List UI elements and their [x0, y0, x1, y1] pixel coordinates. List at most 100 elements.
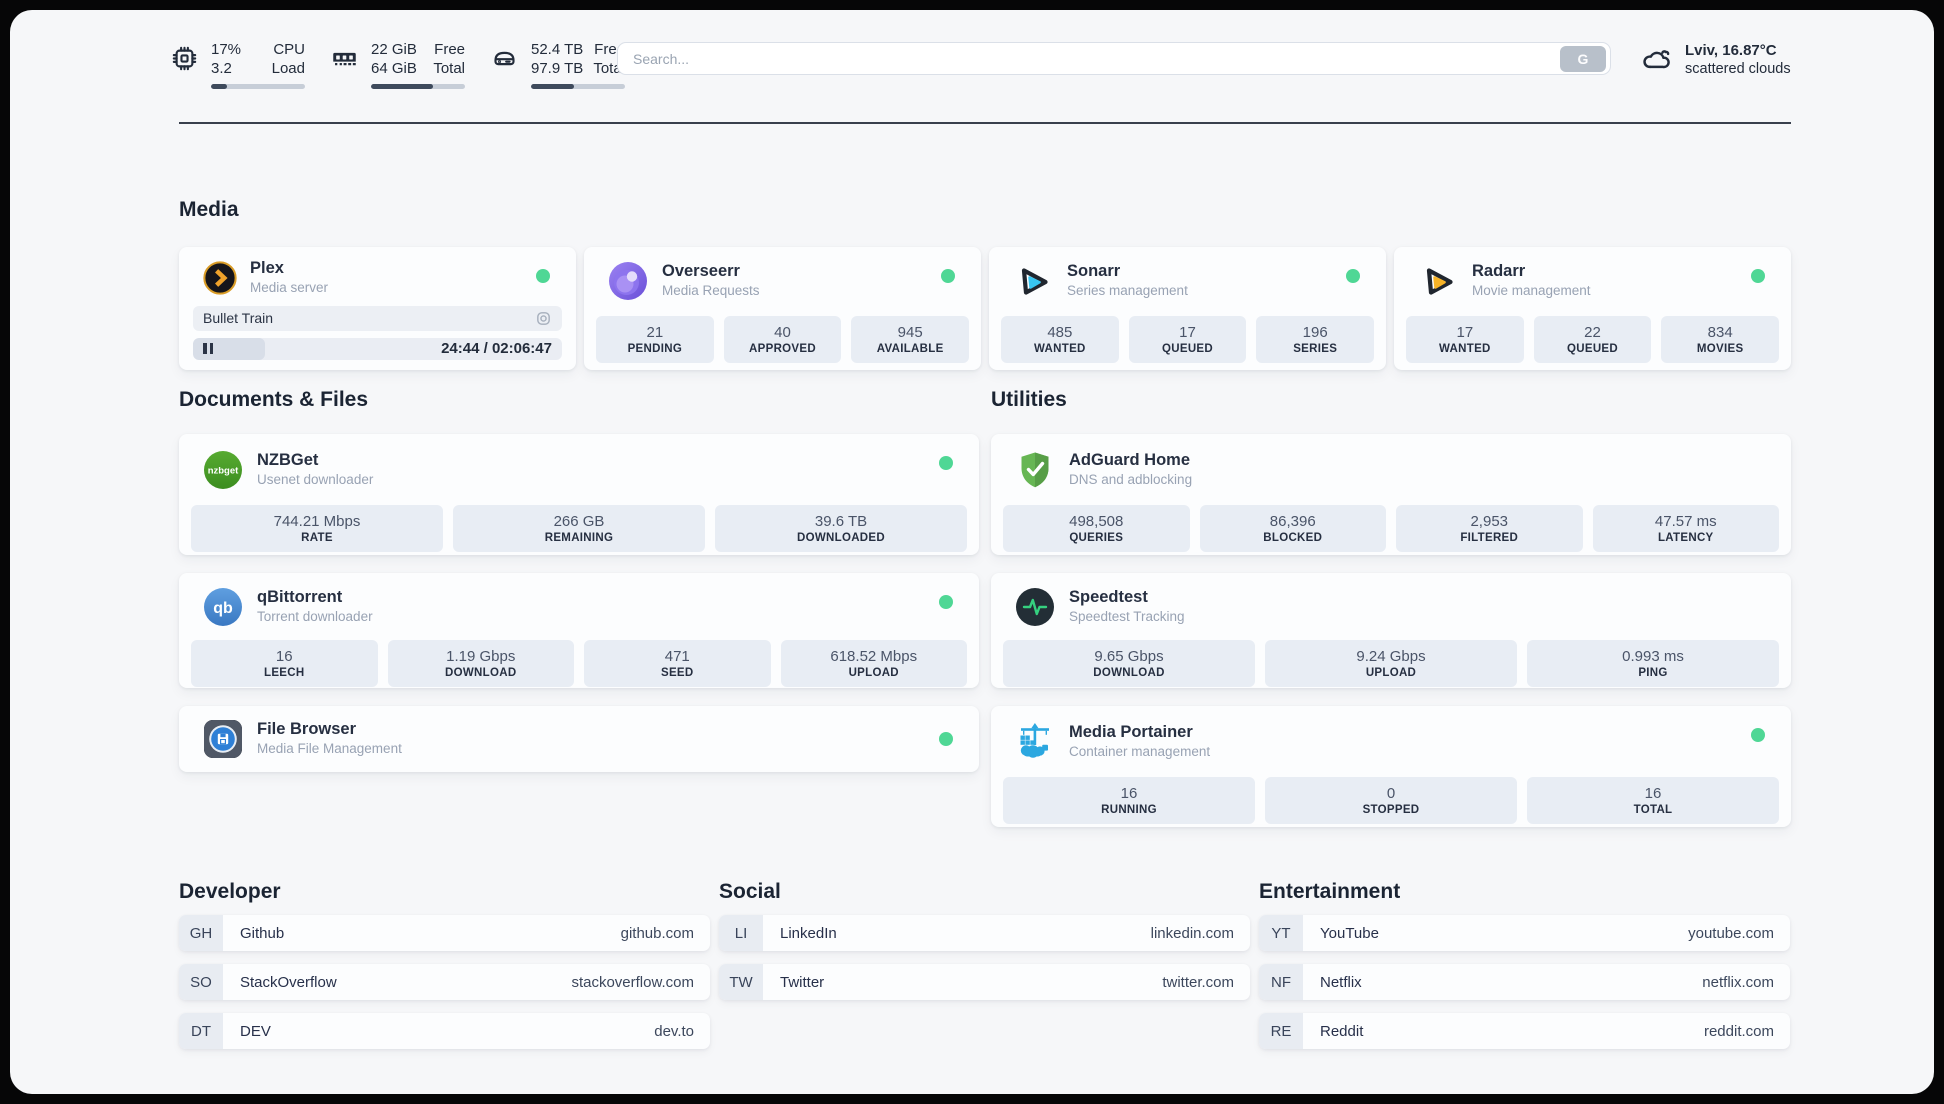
bookmark-github[interactable]: GH Github github.com	[179, 915, 710, 951]
search-input[interactable]	[618, 50, 1560, 67]
stat-box: 744.21 Mbps RATE	[191, 505, 443, 552]
portainer-card[interactable]: Media Portainer Container management 16 …	[991, 706, 1791, 827]
app-subtitle: Usenet downloader	[257, 471, 374, 487]
app-name: NZBGet	[257, 451, 319, 470]
qbittorrent-icon: qb	[203, 587, 243, 627]
stat-box: 17 WANTED	[1406, 316, 1524, 363]
media-section-title: Media	[179, 198, 239, 221]
stat-box: 834 MOVIES	[1661, 316, 1780, 363]
now-playing-row: Bullet Train	[193, 305, 562, 331]
ram-icon	[331, 40, 358, 89]
stat-box: 498,508 QUERIES	[1003, 505, 1190, 552]
overseerr-icon	[608, 261, 648, 301]
documents-column: Documents & Files nzbget NZBGet Usenet d…	[179, 388, 979, 845]
ram-total-value: 64 GiB	[371, 60, 417, 77]
radarr-icon	[1418, 261, 1458, 301]
bookmark-code: SO	[179, 964, 223, 1000]
status-dot	[941, 269, 955, 283]
cpu-percent: 17%	[211, 41, 242, 58]
ram-free-value: 22 GiB	[371, 41, 417, 58]
adguard-icon	[1015, 450, 1055, 490]
ram-total-label: Total	[433, 60, 465, 77]
app-subtitle: Media File Management	[257, 740, 402, 756]
app-name: Plex	[250, 259, 284, 277]
cpu-icon	[171, 40, 198, 89]
weather-condition: scattered clouds	[1685, 61, 1791, 77]
stat-box: 196 SERIES	[1256, 316, 1375, 363]
overseerr-card[interactable]: Overseerr Media Requests 21 PENDING 40 A…	[584, 247, 981, 370]
dashboard-page: 17% 3.2 CPU Load	[10, 10, 1934, 1094]
bookmark-linkedin[interactable]: LI LinkedIn linkedin.com	[719, 915, 1250, 951]
app-subtitle: Movie management	[1472, 282, 1591, 298]
ram-progressbar	[371, 84, 465, 89]
qbittorrent-card[interactable]: qb qBittorrent Torrent downloader 16 LEE…	[179, 573, 979, 688]
status-dot	[1751, 728, 1765, 742]
svg-text:nzbget: nzbget	[208, 466, 239, 477]
bookmark-netflix[interactable]: NF Netflix netflix.com	[1259, 964, 1790, 1000]
bookmark-youtube[interactable]: YT YouTube youtube.com	[1259, 915, 1790, 951]
google-search-button[interactable]: G	[1560, 45, 1606, 72]
stat-box: 0 STOPPED	[1265, 777, 1517, 824]
adguard-card[interactable]: AdGuard Home DNS and adblocking 498,508 …	[991, 434, 1791, 555]
playback-progressbar: 24:44 / 02:06:47	[193, 337, 562, 360]
stat-box: 266 GB REMAINING	[453, 505, 705, 552]
filebrowser-icon	[203, 719, 243, 759]
cpu-load-value: 3.2	[211, 60, 232, 77]
disk-widget: 52.4 TB 97.9 TB Free Total	[491, 40, 625, 89]
stat-box: 40 APPROVED	[723, 316, 842, 363]
pause-button[interactable]	[203, 343, 213, 355]
disk-free-value: 52.4 TB	[531, 41, 584, 58]
nzbget-icon: nzbget	[203, 450, 243, 490]
app-subtitle: Series management	[1067, 282, 1188, 298]
bookmark-dev[interactable]: DT DEV dev.to	[179, 1013, 710, 1049]
bookmark-code: DT	[179, 1013, 223, 1049]
utilities-section-title: Utilities	[991, 388, 1067, 411]
sonarr-card[interactable]: Sonarr Series management 485 WANTED 17 Q…	[989, 247, 1386, 370]
plex-card[interactable]: Plex Media server Bullet Train 24:44 / 0…	[179, 247, 576, 370]
session-icon[interactable]	[535, 310, 552, 327]
disk-icon	[491, 40, 518, 89]
cloud-icon	[1641, 41, 1672, 79]
documents-section-title: Documents & Files	[179, 388, 369, 411]
stat-box: 1.19 Gbps DOWNLOAD	[387, 640, 574, 687]
stat-box: 22 QUEUED	[1533, 316, 1652, 363]
app-name: File Browser	[257, 720, 357, 739]
bookmark-twitter[interactable]: TW Twitter twitter.com	[719, 964, 1250, 1000]
status-dot	[1346, 269, 1360, 283]
stat-box: 2,953 FILTERED	[1396, 505, 1583, 552]
app-name: Speedtest	[1069, 588, 1148, 607]
status-dot	[536, 269, 550, 283]
app-name: Media Portainer	[1069, 723, 1193, 742]
radarr-card[interactable]: Radarr Movie management 17 WANTED 22 QUE…	[1394, 247, 1791, 370]
stat-box: 16 RUNNING	[1003, 777, 1255, 824]
weather-location-temp: Lviv, 16.87°C	[1685, 42, 1777, 59]
cpu-progressbar	[211, 84, 305, 89]
media-grid: Plex Media server Bullet Train 24:44 / 0…	[179, 247, 1791, 370]
status-dot	[939, 456, 953, 470]
stat-box: 39.6 TB DOWNLOADED	[715, 505, 967, 552]
stat-box: 485 WANTED	[1001, 316, 1119, 363]
plex-icon	[203, 261, 237, 295]
speedtest-card[interactable]: Speedtest Speedtest Tracking 9.65 Gbps D…	[991, 573, 1791, 688]
nzbget-card[interactable]: nzbget NZBGet Usenet downloader 744.21 M…	[179, 434, 979, 555]
stat-box: 17 QUEUED	[1128, 316, 1247, 363]
status-dot	[1751, 269, 1765, 283]
bookmark-stackoverflow[interactable]: SO StackOverflow stackoverflow.com	[179, 964, 710, 1000]
app-subtitle: Speedtest Tracking	[1069, 608, 1185, 624]
filebrowser-card[interactable]: File Browser Media File Management	[179, 706, 979, 772]
status-dot	[939, 595, 953, 609]
stat-box: 9.65 Gbps DOWNLOAD	[1003, 640, 1255, 687]
app-subtitle: Torrent downloader	[257, 608, 373, 624]
app-subtitle: Media Requests	[662, 282, 760, 298]
playback-time: 24:44 / 02:06:47	[441, 340, 552, 358]
developer-section-title: Developer	[179, 880, 281, 903]
bookmark-reddit[interactable]: RE Reddit reddit.com	[1259, 1013, 1790, 1049]
app-name: Radarr	[1472, 262, 1526, 281]
app-subtitle: DNS and adblocking	[1069, 471, 1193, 487]
stat-box: 21 PENDING	[596, 316, 714, 363]
cpu-label: CPU	[273, 41, 305, 58]
bookmark-code: GH	[179, 915, 223, 951]
bookmark-code: RE	[1259, 1013, 1303, 1049]
stat-box: 47.57 ms LATENCY	[1592, 505, 1779, 552]
header-divider	[179, 122, 1791, 124]
